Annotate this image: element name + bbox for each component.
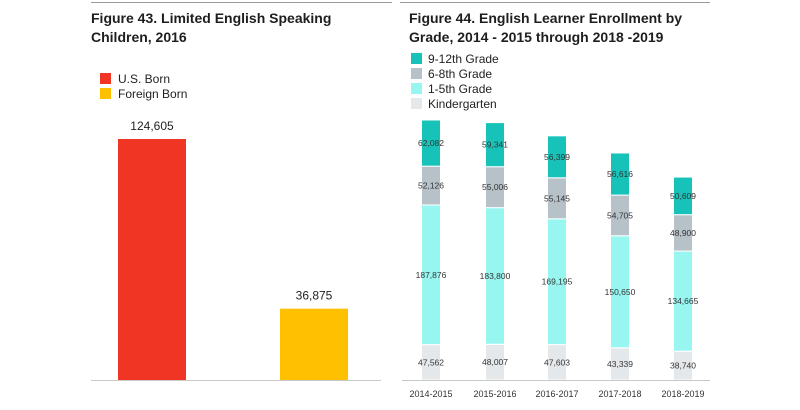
stacked-segment [673,176,693,216]
segment-value-label: 50,609 [670,191,696,201]
figure-44-panel: Figure 44. English Learner Enrollment by… [400,0,800,410]
segment-value-label: 56,616 [607,169,633,179]
bar [118,139,186,380]
legend-label: Foreign Born [118,87,187,101]
legend-label: U.S. Born [118,72,170,86]
segment-value-label: 55,145 [544,193,570,203]
legend-swatch [100,73,111,84]
segment-value-label: 59,341 [482,140,508,150]
segment-value-label: 48,900 [670,228,696,238]
segment-value-label: 183,800 [480,271,511,281]
stacked-segment [485,122,505,168]
legend-swatch [411,68,422,79]
legend-label: Kindergarten [428,97,497,111]
segment-value-label: 56,399 [544,152,570,162]
legend-label: 9-12th Grade [428,52,499,66]
x-tick-label: 2017-2018 [598,389,641,399]
figure-44-top-rule [400,2,710,3]
segment-value-label: 48,007 [482,357,508,367]
segment-value-label: 134,665 [668,296,699,306]
stacked-segment [610,152,630,196]
segment-value-label: 47,603 [544,357,570,367]
figure-43-top-rule [91,2,392,3]
legend-swatch [411,98,422,109]
stacked-segment [547,135,567,179]
x-tick-label: 2014-2015 [409,389,452,399]
legend-swatch [411,83,422,94]
segment-value-label: 187,876 [416,270,447,280]
stacked-segment [421,119,441,167]
segment-value-label: 62,082 [418,138,444,148]
segment-value-label: 38,740 [670,361,696,371]
segment-value-label: 55,006 [482,182,508,192]
x-tick-label: 2018-2019 [661,389,704,399]
segment-value-label: 52,126 [418,181,444,191]
bar-value-label: 36,875 [296,289,333,303]
x-tick-label: 2015-2016 [473,389,516,399]
bar-value-label: 124,605 [130,119,174,133]
segment-value-label: 169,195 [542,277,573,287]
legend-label: 1-5th Grade [428,82,492,96]
legend-swatch [100,88,111,99]
segment-value-label: 43,339 [607,359,633,369]
segment-value-label: 47,562 [418,357,444,367]
figure-43-panel: Figure 43. Limited English Speaking Chil… [0,0,392,410]
figure-44-title: Figure 44. English Learner Enrollment by… [409,10,683,45]
segment-value-label: 150,650 [605,287,636,297]
legend-label: 6-8th Grade [428,67,492,81]
x-tick-label: 2016-2017 [535,389,578,399]
bar [280,308,348,380]
figure-43-title: Figure 43. Limited English Speaking Chil… [91,10,332,45]
legend-swatch [411,53,422,64]
segment-value-label: 54,705 [607,210,633,220]
